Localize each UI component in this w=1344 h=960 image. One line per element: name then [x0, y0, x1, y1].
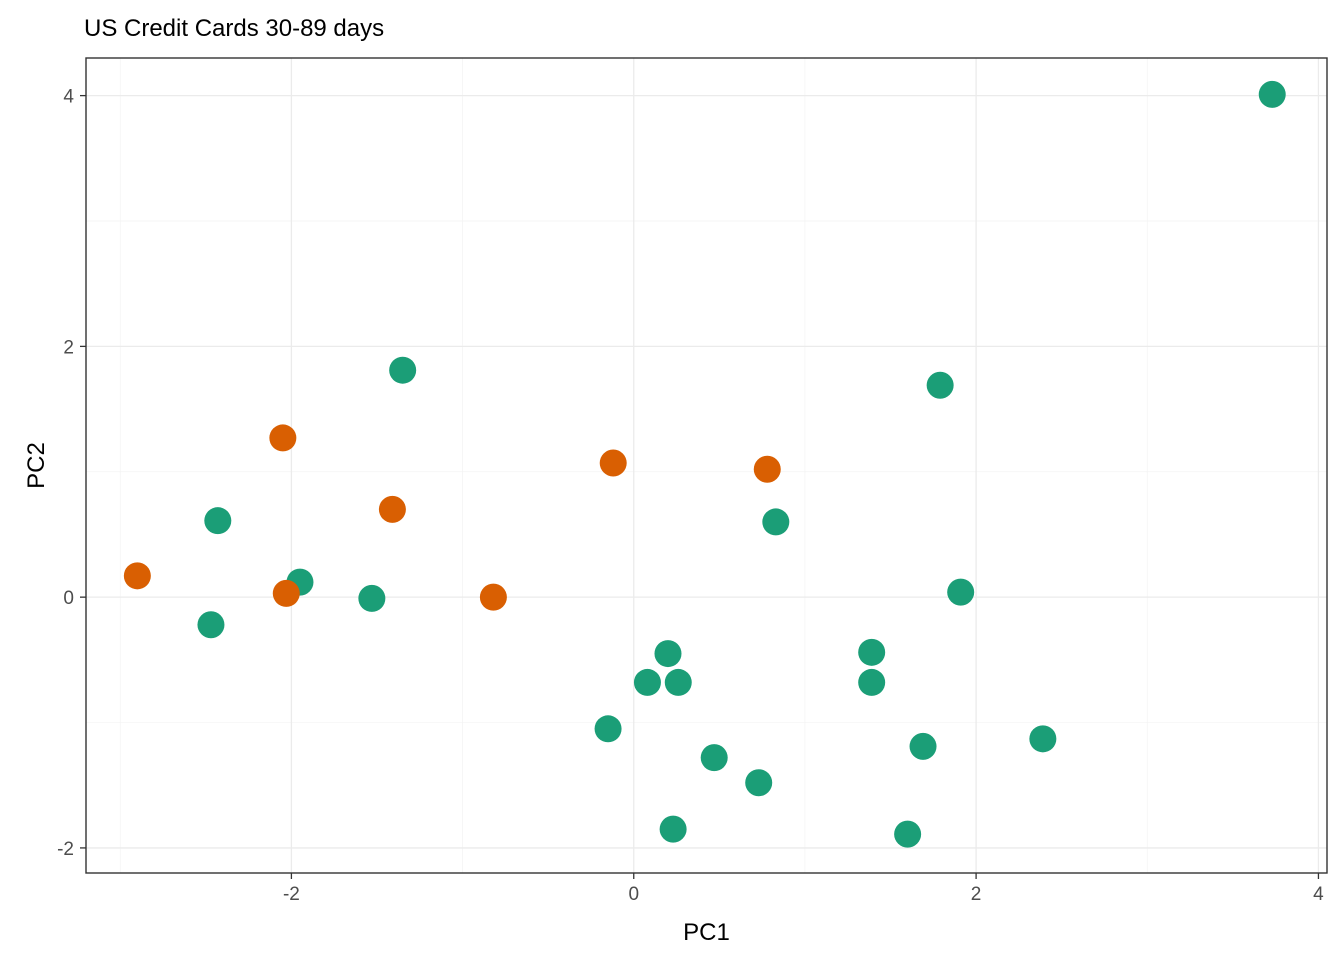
x-tick-label: 4	[1313, 884, 1324, 905]
data-point	[664, 668, 692, 696]
data-point	[1029, 725, 1057, 753]
axes: -2 0 2 4 -2 0 2 4	[57, 87, 1324, 905]
data-point	[858, 638, 886, 666]
data-point	[389, 356, 417, 384]
plot-panel	[85, 57, 1328, 874]
data-point	[700, 744, 728, 772]
data-point	[1258, 80, 1286, 108]
data-point	[745, 769, 773, 797]
x-axis-title: PC1	[683, 919, 730, 946]
data-point	[753, 455, 781, 483]
data-point	[947, 578, 975, 606]
grid	[86, 58, 1327, 873]
data-points	[123, 80, 1286, 848]
chart-title: US Credit Cards 30-89 days	[84, 15, 384, 42]
y-tick-label: 0	[63, 588, 74, 609]
data-point	[358, 584, 386, 612]
data-point	[599, 449, 627, 477]
data-point	[633, 668, 661, 696]
y-tick-label: 4	[63, 87, 74, 108]
x-tick-label: 0	[628, 884, 639, 905]
data-point	[123, 562, 151, 590]
data-point	[659, 815, 687, 843]
data-point	[654, 640, 682, 668]
y-axis-title: PC2	[23, 442, 50, 489]
data-point	[204, 507, 232, 535]
data-point	[269, 424, 297, 452]
data-point	[858, 668, 886, 696]
x-tick-label: -2	[283, 884, 300, 905]
data-point	[762, 508, 790, 536]
y-tick-label: 2	[63, 337, 74, 358]
y-tick-label: -2	[57, 839, 74, 860]
data-point	[894, 820, 922, 848]
data-point	[926, 371, 954, 399]
data-point	[272, 579, 300, 607]
data-point	[197, 611, 225, 639]
data-point	[594, 715, 622, 743]
data-point	[378, 495, 406, 523]
data-point	[479, 583, 507, 611]
x-tick-label: 2	[971, 884, 982, 905]
data-point	[909, 732, 937, 760]
